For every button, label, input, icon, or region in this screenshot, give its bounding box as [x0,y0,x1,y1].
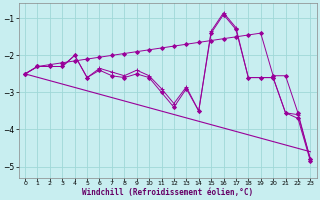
X-axis label: Windchill (Refroidissement éolien,°C): Windchill (Refroidissement éolien,°C) [82,188,253,197]
